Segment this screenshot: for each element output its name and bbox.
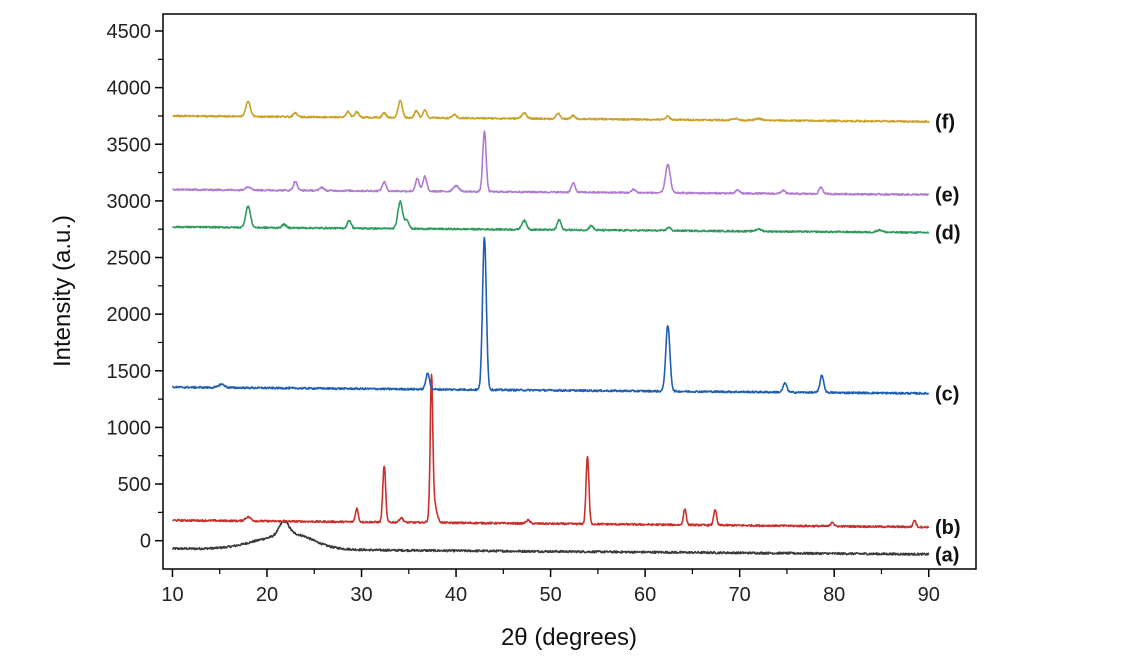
x-tick-label: 40 bbox=[445, 584, 467, 606]
x-tick-label: 70 bbox=[729, 584, 751, 606]
y-tick-label: 500 bbox=[118, 474, 151, 496]
y-tick-label: 1500 bbox=[107, 361, 152, 383]
y-tick-label: 3500 bbox=[107, 134, 152, 156]
y-tick-label: 3000 bbox=[107, 191, 152, 213]
series-line-2 bbox=[171, 236, 930, 396]
series-label: (c) bbox=[935, 383, 959, 405]
x-tick-label: 80 bbox=[823, 584, 845, 606]
y-tick-label: 4000 bbox=[107, 78, 152, 100]
x-tick-label: 60 bbox=[634, 584, 656, 606]
x-tick-label: 50 bbox=[539, 584, 561, 606]
series-label: (f) bbox=[935, 112, 955, 134]
x-tick-label: 20 bbox=[256, 584, 278, 606]
y-axis: 0 500 1000 1500 2000 2500 3000 3500 4000 4500 bbox=[107, 21, 163, 553]
x-tick-label: 10 bbox=[161, 584, 183, 606]
y-tick-label: 0 bbox=[140, 531, 151, 553]
y-tick-label: 4500 bbox=[107, 21, 152, 43]
series-layer bbox=[171, 99, 930, 557]
series-label: (e) bbox=[935, 185, 959, 207]
plot-frame bbox=[162, 13, 977, 570]
series-line-4 bbox=[172, 130, 930, 197]
series-label: (a) bbox=[935, 544, 959, 566]
series-line-5 bbox=[172, 99, 930, 124]
y-tick-label: 2000 bbox=[107, 304, 152, 326]
series-line-3 bbox=[172, 200, 930, 234]
y-axis-title: Intensity (a.u.) bbox=[49, 215, 76, 367]
x-axis-title: 2θ (degrees) bbox=[501, 624, 637, 651]
x-axis: 10 20 30 40 50 60 70 80 90 bbox=[161, 569, 940, 606]
x-tick-label: 30 bbox=[350, 584, 372, 606]
y-tick-label: 2500 bbox=[107, 248, 152, 270]
series-label: (d) bbox=[935, 223, 961, 245]
series-label: (b) bbox=[935, 517, 961, 539]
series-line-1 bbox=[172, 373, 930, 529]
x-tick-label: 90 bbox=[918, 584, 940, 606]
series-labels: (a) (b) (c) (d) (e) (f) bbox=[935, 112, 961, 567]
series-line-0 bbox=[171, 519, 930, 557]
y-tick-label: 1000 bbox=[107, 417, 152, 439]
